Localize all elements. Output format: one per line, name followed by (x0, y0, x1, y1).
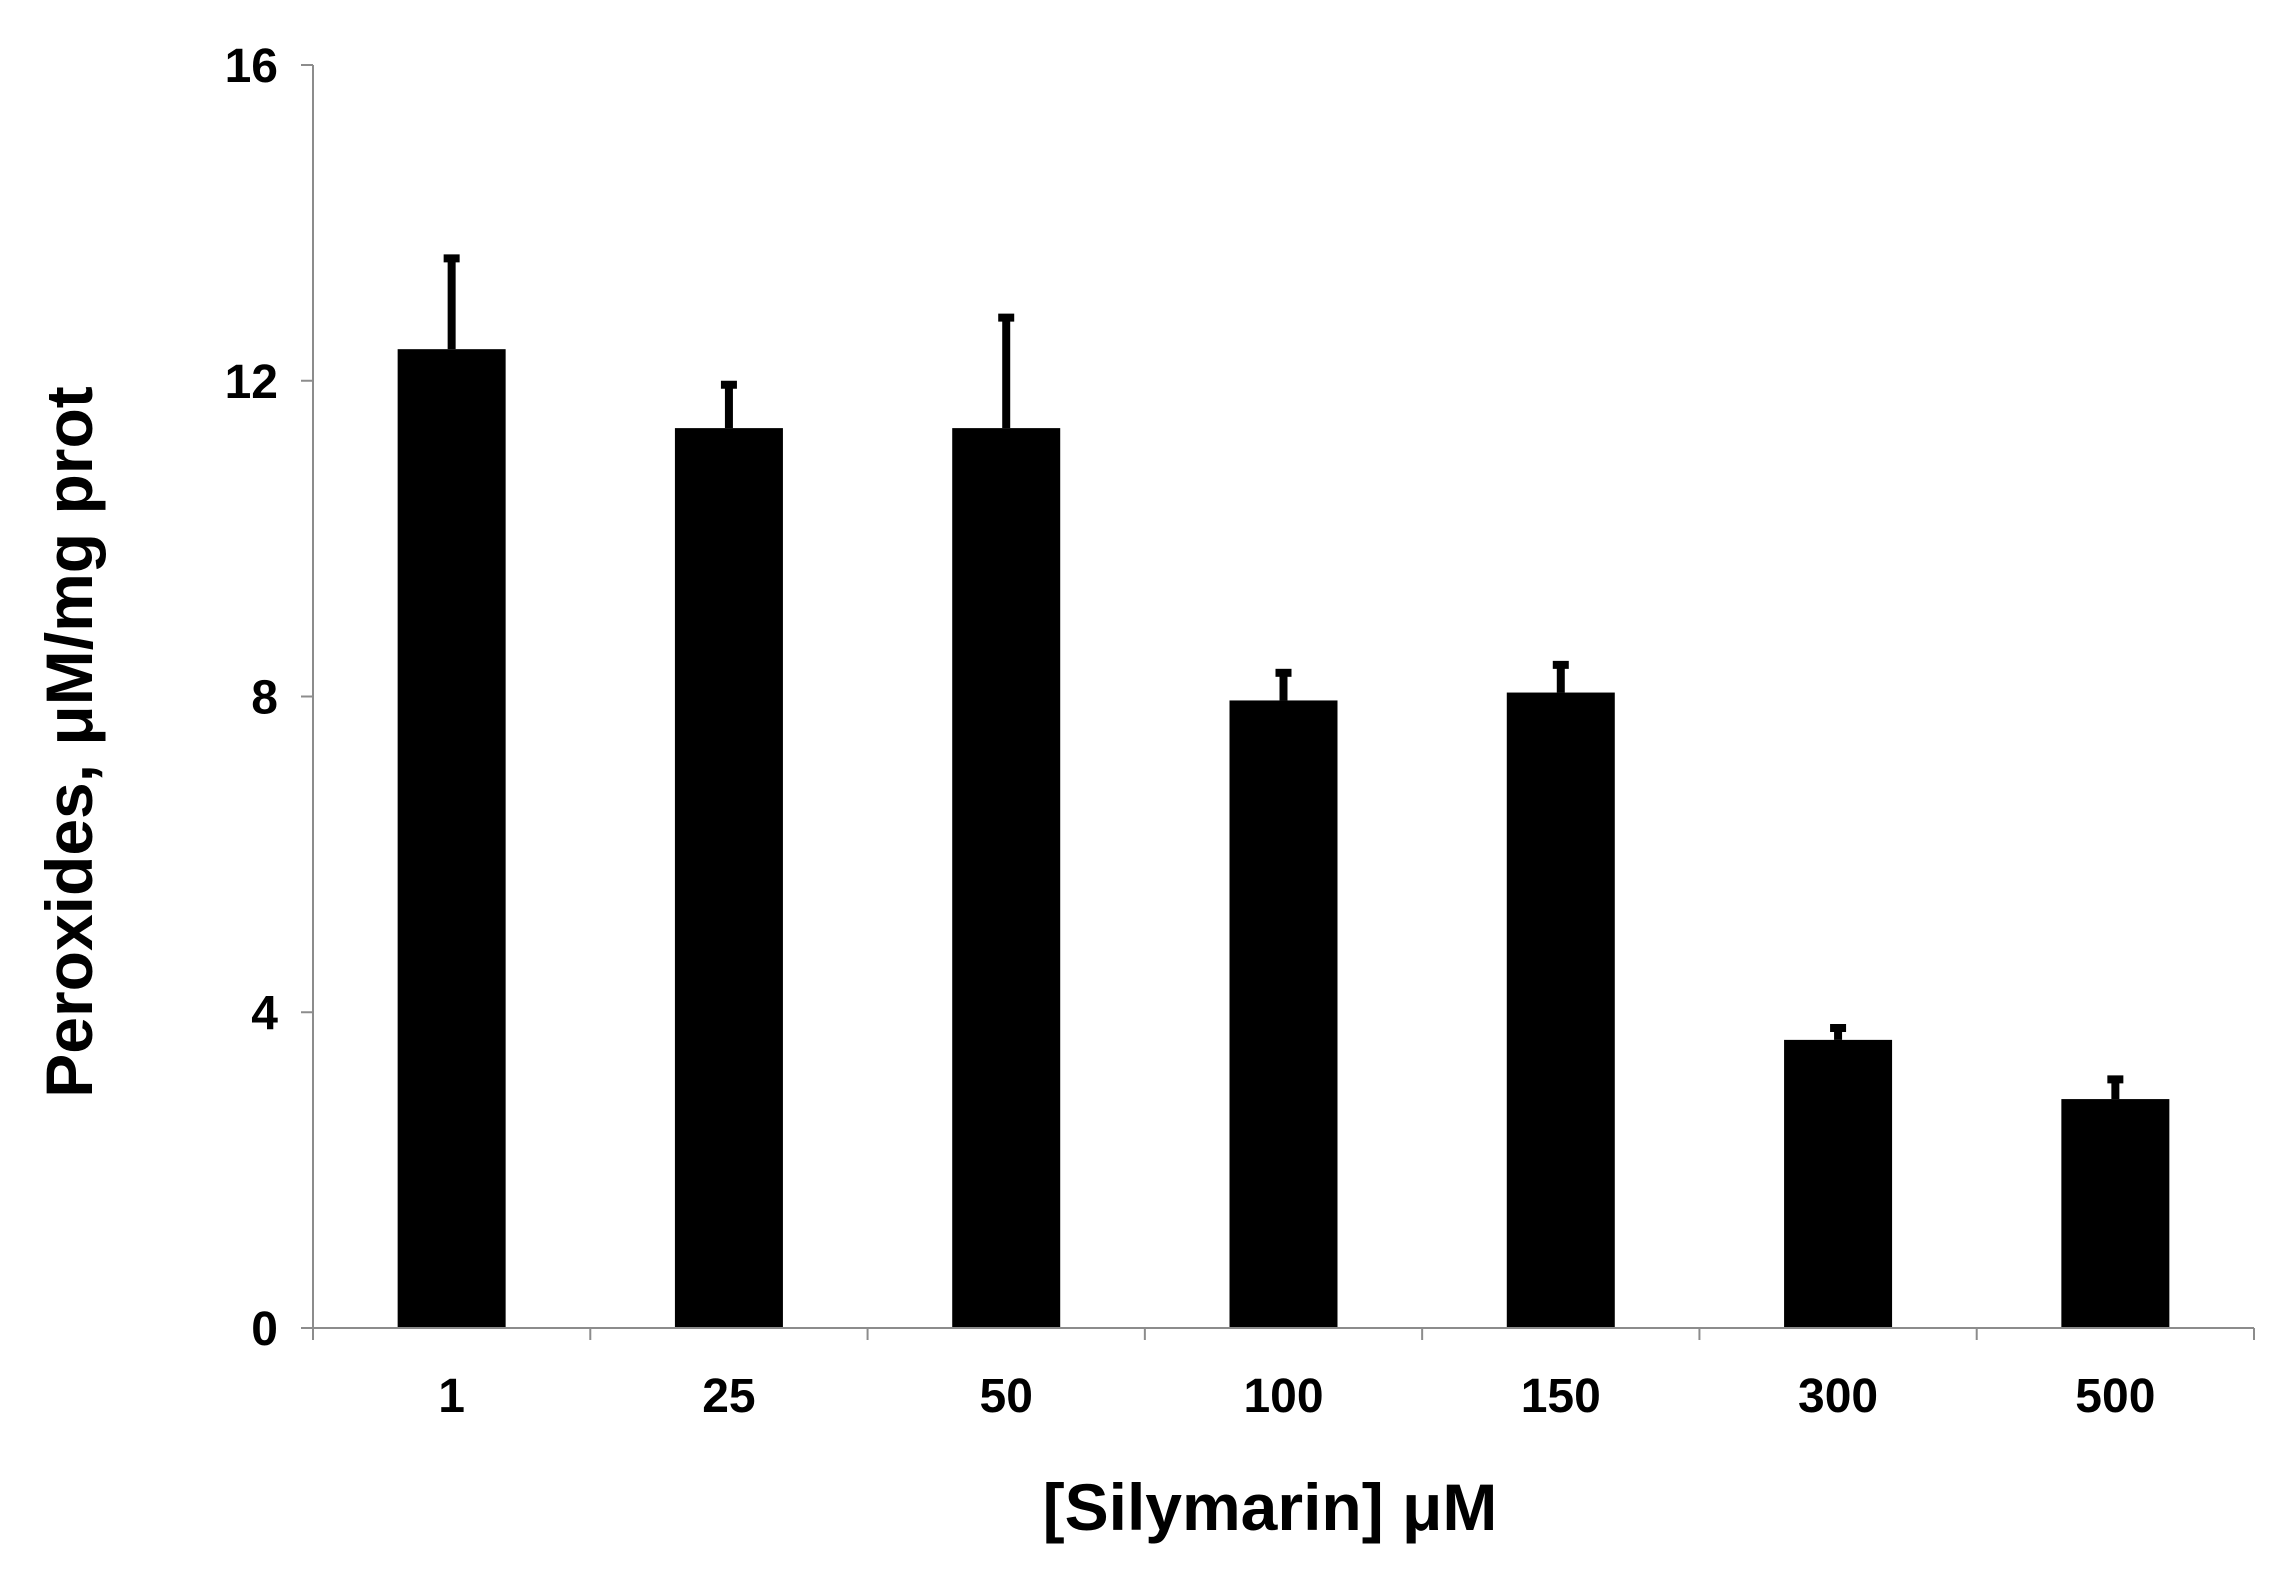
x-axis-title: [Silymarin] μM (1043, 1470, 1498, 1544)
axes-group (301, 64, 2255, 1340)
bar-150 (1506, 692, 1615, 1328)
x-tick-label: 100 (1243, 1370, 1323, 1423)
bar-50 (952, 428, 1061, 1328)
bars-group (397, 349, 2170, 1328)
y-tick-label: 12 (225, 356, 278, 409)
y-tick-label: 8 (251, 672, 278, 725)
bar-1 (397, 349, 506, 1328)
bar-300 (1784, 1039, 1893, 1328)
x-tick-label: 300 (1798, 1370, 1878, 1423)
bar-25 (674, 428, 783, 1328)
bar-500 (2061, 1099, 2170, 1328)
x-tick-label: 150 (1521, 1370, 1601, 1423)
y-tick-label: 0 (251, 1303, 278, 1356)
x-tick-label: 25 (702, 1370, 755, 1423)
x-tick-label: 500 (2075, 1370, 2155, 1423)
y-tick-label: 16 (225, 40, 278, 93)
tick-labels-group: 1 25 50 100 150 300 500 0 4 8 12 16 (225, 40, 2156, 1423)
y-axis-title: Peroxides, μM/mg prot (32, 386, 106, 1098)
x-tick-label: 1 (438, 1370, 465, 1423)
x-tick-label: 50 (980, 1370, 1033, 1423)
y-tick-label: 4 (251, 987, 278, 1040)
error-bars-group (443, 254, 2124, 1100)
bar-100 (1229, 700, 1338, 1328)
